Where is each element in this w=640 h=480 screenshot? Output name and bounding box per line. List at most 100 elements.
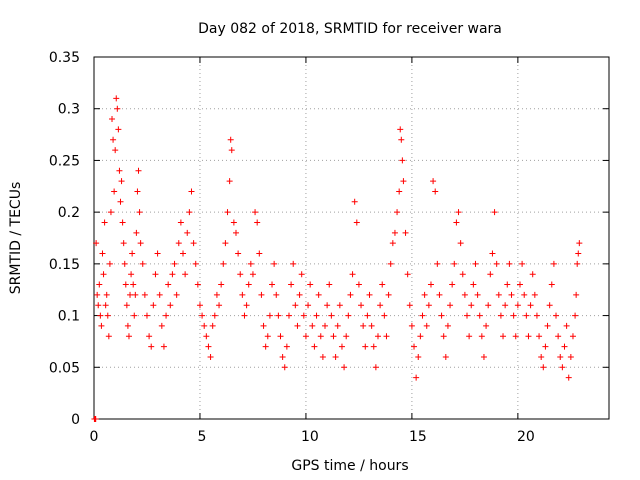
data-point: [345, 312, 352, 319]
data-point: [355, 281, 362, 288]
data-point: [237, 271, 244, 278]
data-point: [396, 188, 403, 195]
data-point: [529, 271, 536, 278]
data-point: [171, 260, 178, 267]
data-point: [279, 353, 286, 360]
data-point: [374, 333, 381, 340]
data-point: [383, 333, 390, 340]
data-point: [93, 240, 100, 247]
data-point: [542, 343, 549, 350]
data-point: [247, 260, 254, 267]
data-point: [413, 374, 420, 381]
data-point: [351, 198, 358, 205]
data-point: [521, 291, 528, 298]
data-point: [338, 343, 345, 350]
data-point: [432, 188, 439, 195]
data-point: [527, 302, 534, 309]
y-tick-label: 0: [71, 412, 80, 428]
data-point: [343, 333, 350, 340]
data-point: [322, 322, 329, 329]
data-point: [311, 343, 318, 350]
data-point: [281, 364, 288, 371]
data-point: [127, 291, 134, 298]
data-point: [213, 291, 220, 298]
data-point: [516, 281, 523, 288]
data-point: [262, 343, 269, 350]
data-point: [476, 312, 483, 319]
data-point: [188, 188, 195, 195]
data-point: [116, 167, 123, 174]
data-point: [381, 312, 388, 319]
data-point: [100, 271, 107, 278]
data-point: [199, 312, 206, 319]
data-point: [324, 302, 331, 309]
data-point: [540, 364, 547, 371]
data-point: [459, 271, 466, 278]
data-point: [576, 240, 583, 247]
data-point: [302, 333, 309, 340]
data-point: [508, 291, 515, 298]
data-point: [434, 260, 441, 267]
data-point: [573, 291, 580, 298]
data-point: [141, 291, 148, 298]
data-point: [143, 312, 150, 319]
data-point: [461, 291, 468, 298]
data-point: [440, 333, 447, 340]
data-point: [550, 260, 557, 267]
data-point: [123, 302, 130, 309]
data-point: [489, 250, 496, 257]
data-point: [134, 188, 141, 195]
data-point: [563, 322, 570, 329]
data-point: [175, 240, 182, 247]
data-point: [110, 136, 117, 143]
data-point: [455, 209, 462, 216]
data-point: [101, 219, 108, 226]
plot-frame: [93, 56, 610, 420]
x-tick-label: 0: [90, 429, 99, 445]
data-point: [252, 209, 259, 216]
y-tick-label: 0.15: [49, 257, 80, 273]
data-point: [427, 281, 434, 288]
data-point: [419, 312, 426, 319]
data-point: [218, 281, 225, 288]
data-point: [436, 291, 443, 298]
data-point: [194, 281, 201, 288]
data-point: [104, 312, 111, 319]
data-point: [118, 178, 125, 185]
data-point: [305, 302, 312, 309]
data-point: [553, 312, 560, 319]
data-point: [575, 250, 582, 257]
data-point: [207, 353, 214, 360]
data-point: [466, 333, 473, 340]
data-point: [260, 322, 267, 329]
data-point: [377, 302, 384, 309]
data-point: [487, 271, 494, 278]
data-point: [442, 353, 449, 360]
data-point: [241, 312, 248, 319]
data-point: [519, 260, 526, 267]
data-point: [107, 209, 114, 216]
data-point: [514, 302, 521, 309]
data-point: [451, 260, 458, 267]
chart-title: Day 082 of 2018, SRMTID for receiver war…: [198, 21, 502, 37]
data-point: [243, 302, 250, 309]
data-point: [158, 322, 165, 329]
data-point: [137, 240, 144, 247]
data-point: [394, 209, 401, 216]
data-point: [512, 333, 519, 340]
data-point: [192, 260, 199, 267]
data-point: [136, 209, 143, 216]
data-point: [415, 353, 422, 360]
data-point: [397, 126, 404, 133]
data-point: [224, 209, 231, 216]
data-point: [385, 291, 392, 298]
data-point: [135, 167, 142, 174]
y-tick-label: 0.25: [49, 153, 80, 169]
data-point: [387, 260, 394, 267]
data-point: [203, 333, 210, 340]
data-point: [249, 271, 256, 278]
data-point: [444, 322, 451, 329]
data-point: [341, 364, 348, 371]
data-point: [163, 312, 170, 319]
data-point: [364, 312, 371, 319]
